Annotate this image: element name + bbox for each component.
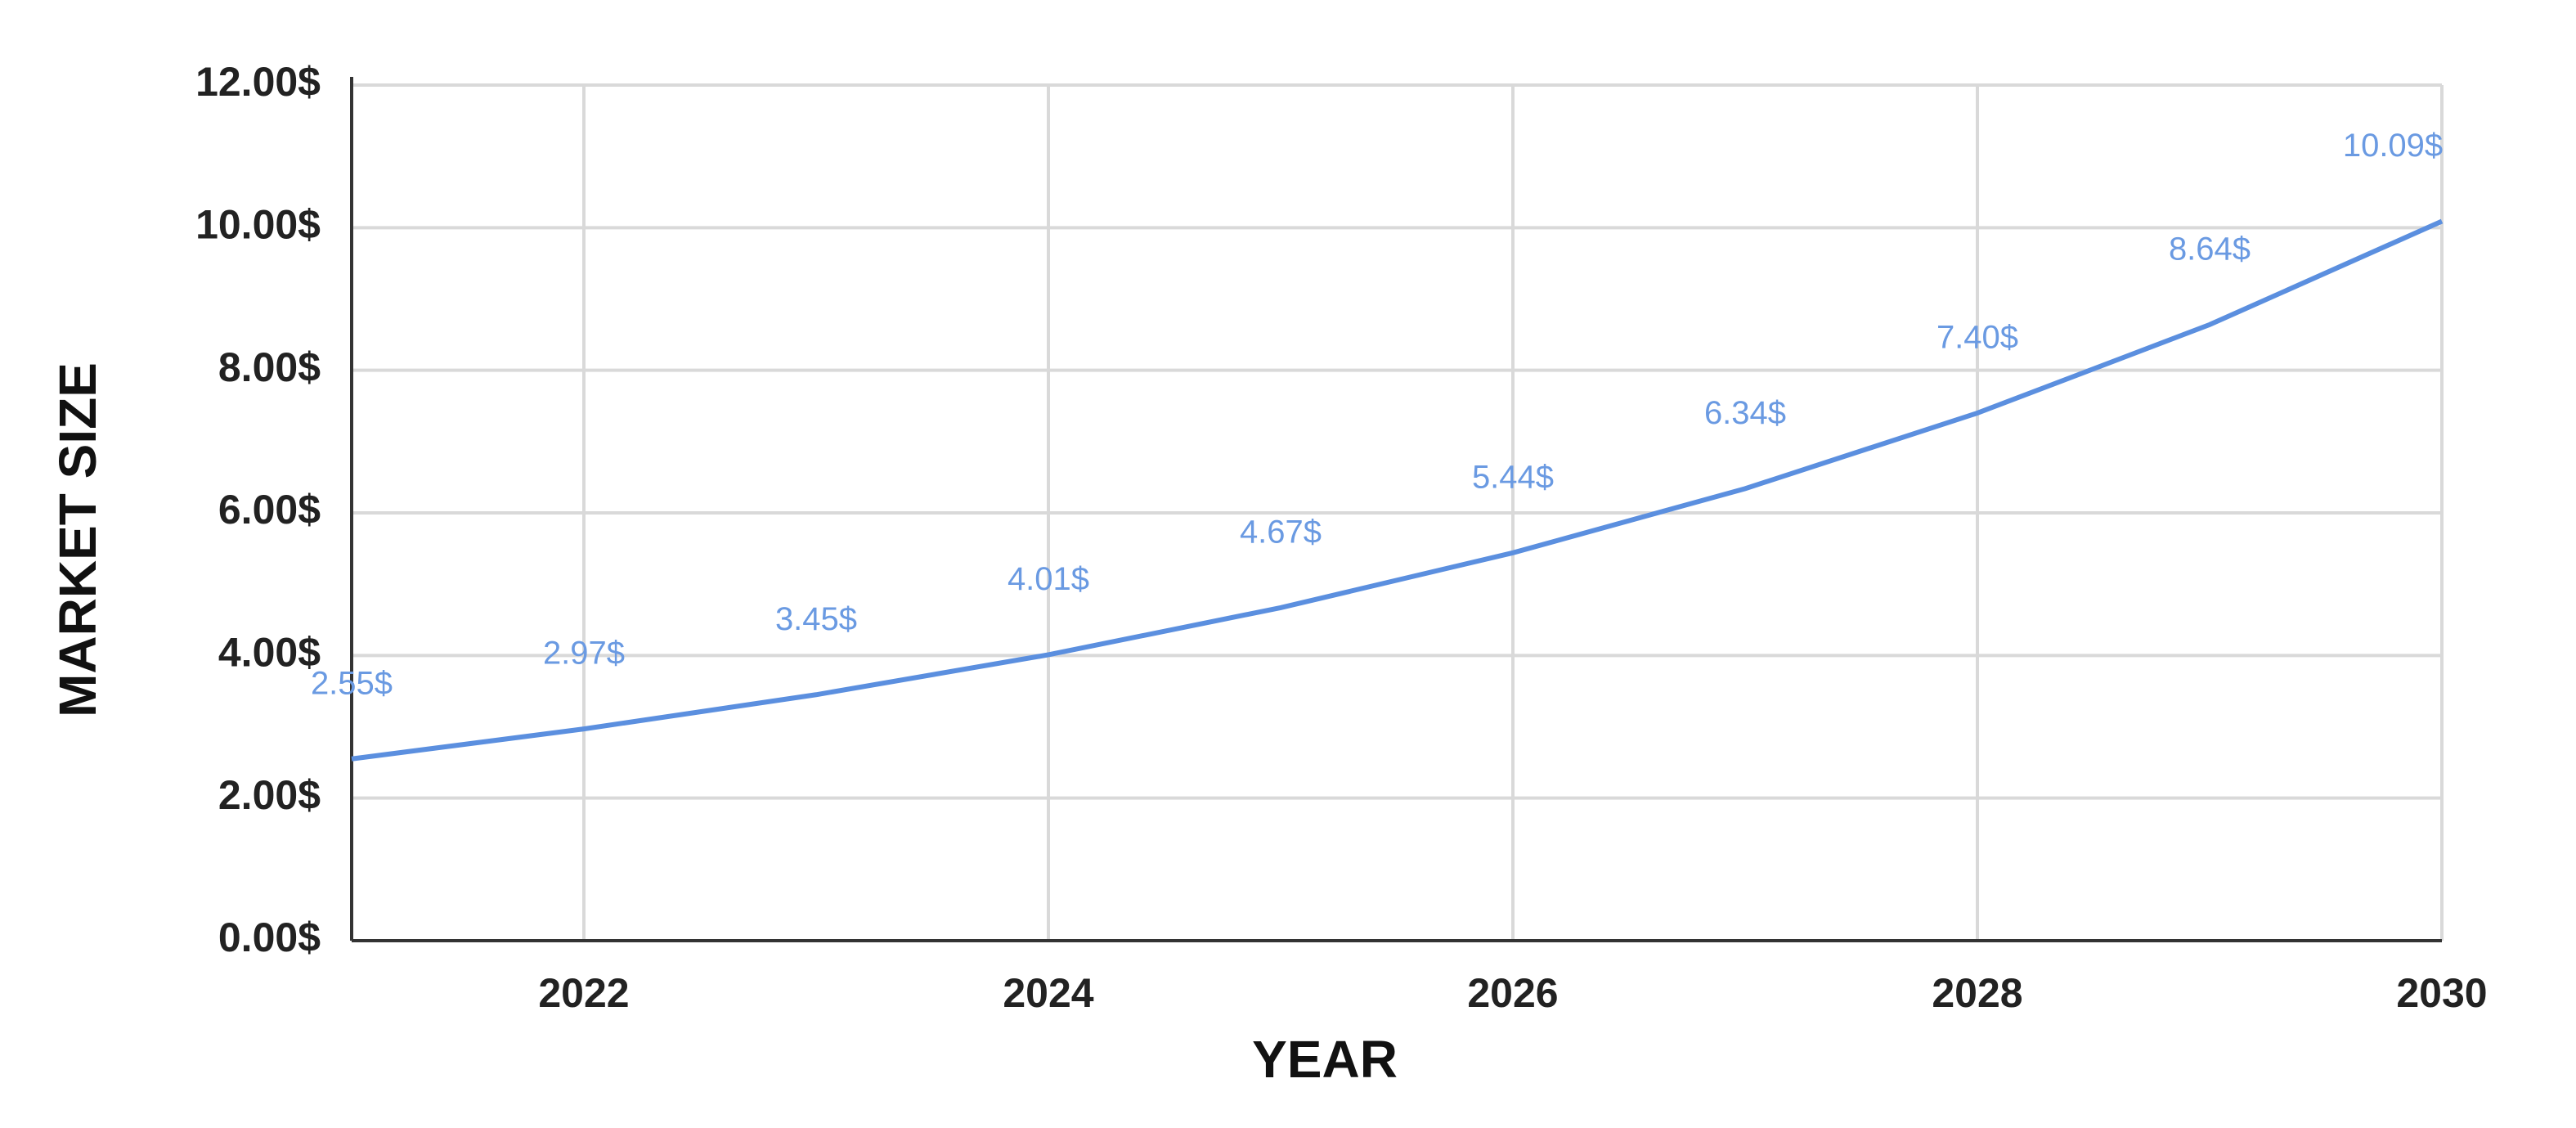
value-label: 4.01$ — [1008, 561, 1089, 597]
value-label: 5.44$ — [1472, 459, 1554, 495]
value-label: 7.40$ — [1936, 320, 2018, 356]
x-tick-label: 2026 — [1467, 970, 1558, 1016]
value-label: 6.34$ — [1704, 395, 1786, 431]
value-label: 2.55$ — [311, 665, 393, 701]
y-tick-label: 2.00$ — [218, 772, 321, 818]
x-axis-title: YEAR — [1252, 1030, 1398, 1089]
value-label: 10.09$ — [2343, 128, 2443, 164]
x-tick-label: 2030 — [2396, 970, 2487, 1016]
x-tick-label: 2028 — [1932, 970, 2022, 1016]
line — [351, 218, 2444, 762]
value-label: 8.64$ — [2169, 231, 2251, 267]
y-tick-label: 10.00$ — [195, 202, 321, 248]
x-tick-label: 2024 — [1003, 970, 1093, 1016]
value-label: 3.45$ — [775, 601, 857, 637]
y-tick-label: 6.00$ — [218, 487, 321, 533]
y-tick-label: 8.00$ — [218, 344, 321, 390]
y-tick-label: 4.00$ — [218, 630, 321, 676]
y-tick-label: 12.00$ — [195, 59, 321, 105]
y-axis-title: MARKET SIZE — [48, 362, 107, 717]
value-label: 4.67$ — [1240, 514, 1322, 550]
value-label: 2.97$ — [543, 636, 625, 672]
x-tick-label: 2022 — [538, 970, 629, 1016]
y-tick-label: 0.00$ — [218, 915, 321, 960]
